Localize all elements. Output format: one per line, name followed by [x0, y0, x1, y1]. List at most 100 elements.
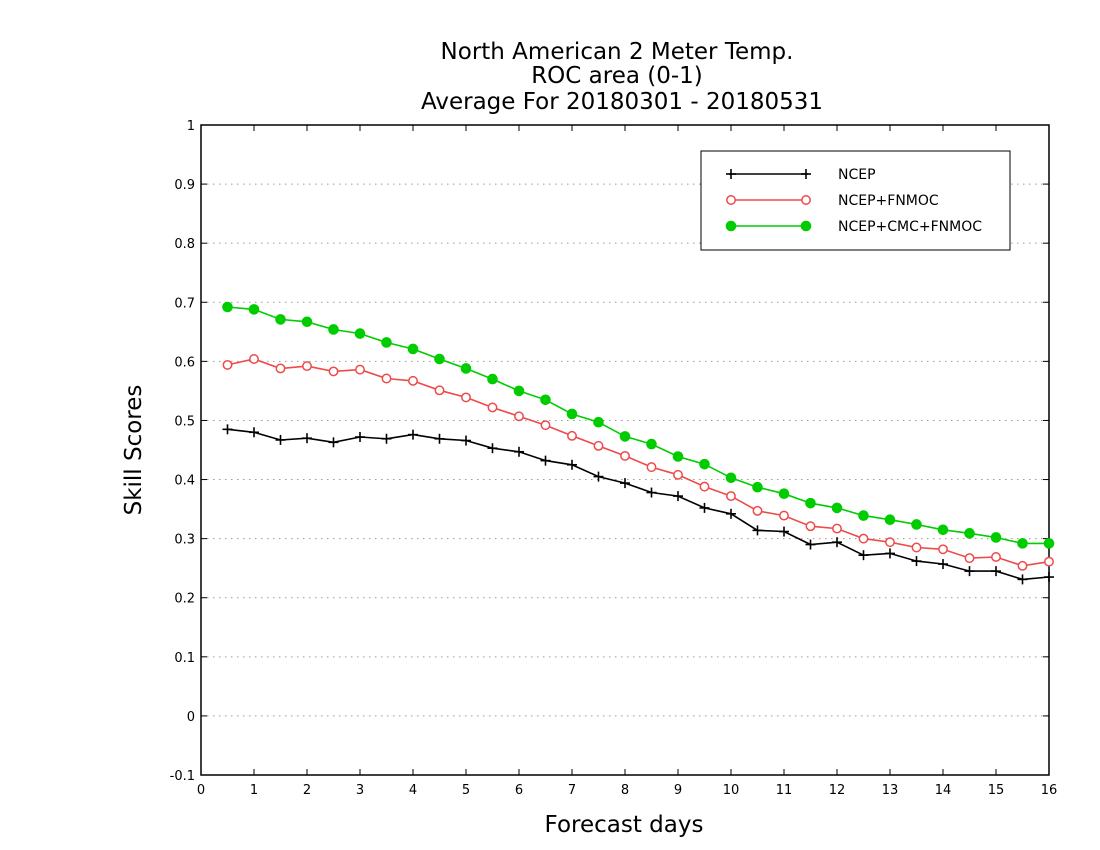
- data-point-ncep-fnmoc: [911, 542, 922, 553]
- x-tick-label: 6: [515, 783, 523, 798]
- y-tick-label: 0.3: [174, 533, 195, 548]
- data-point-ncep-fnmoc: [752, 505, 763, 516]
- data-point-ncep-cmc-fnmoc: [990, 532, 1002, 543]
- x-tick-label: 12: [829, 783, 846, 798]
- data-point-ncep: [593, 471, 604, 482]
- data-point-ncep-cmc-fnmoc: [301, 316, 313, 328]
- data-point-ncep: [1044, 572, 1054, 583]
- chart-title-line-3: Average For 20180301 - 20180531: [421, 89, 823, 115]
- y-tick-label: 0: [187, 710, 195, 725]
- data-point-ncep: [514, 446, 524, 457]
- data-point-ncep: [752, 525, 763, 536]
- data-point-ncep: [673, 491, 683, 502]
- data-point-ncep: [805, 539, 816, 550]
- legend-marker-end-ncep-cmc-fnmoc: [800, 220, 812, 232]
- data-point-ncep-cmc-fnmoc: [937, 524, 949, 536]
- data-point-ncep-cmc-fnmoc: [752, 481, 763, 493]
- series-line-ncep: [227, 428, 1050, 581]
- data-point-ncep-fnmoc: [991, 552, 1001, 562]
- data-point-ncep-fnmoc: [805, 521, 816, 532]
- legend-entry-ncep-fnmoc: NCEP+FNMOC: [726, 193, 939, 209]
- data-point-ncep-fnmoc: [1044, 556, 1054, 567]
- data-point-ncep: [699, 502, 710, 513]
- data-point-ncep-cmc-fnmoc: [248, 304, 260, 315]
- data-point-ncep: [991, 566, 1001, 577]
- data-point-ncep-cmc-fnmoc: [778, 488, 790, 500]
- data-point-ncep-fnmoc: [1017, 560, 1028, 571]
- x-tick-label: 16: [1041, 783, 1058, 798]
- y-tick-label: -0.1: [170, 769, 195, 784]
- data-point-ncep-fnmoc: [434, 385, 445, 396]
- data-point-ncep-cmc-fnmoc: [619, 431, 631, 442]
- data-point-ncep-fnmoc: [593, 440, 604, 451]
- x-tick-label: 0: [197, 783, 205, 798]
- gridlines: [201, 183, 1049, 717]
- data-point-ncep-fnmoc: [540, 420, 551, 431]
- data-point-ncep-cmc-fnmoc: [275, 314, 286, 325]
- legend-label-ncep-fnmoc: NCEP+FNMOC: [838, 193, 939, 209]
- data-point-ncep-fnmoc: [514, 411, 524, 422]
- legend-marker-start-ncep-fnmoc: [726, 195, 736, 205]
- data-point-ncep-cmc-fnmoc: [540, 394, 551, 406]
- data-point-ncep-fnmoc: [328, 366, 339, 377]
- y-tick-label: 0.6: [174, 355, 195, 370]
- x-tick-label: 5: [462, 783, 470, 798]
- data-point-ncep: [275, 434, 286, 445]
- y-tick-label: 0.9: [174, 178, 195, 193]
- data-point-ncep: [487, 443, 498, 454]
- data-point-ncep-cmc-fnmoc: [699, 458, 710, 470]
- data-point-ncep-cmc-fnmoc: [964, 528, 975, 539]
- series-line-ncep-fnmoc: [227, 358, 1050, 567]
- legend-entry-ncep-cmc-fnmoc: NCEP+CMC+FNMOC: [725, 219, 982, 235]
- data-point-ncep: [938, 559, 948, 570]
- data-point-ncep: [1017, 574, 1028, 585]
- data-point-ncep-fnmoc: [832, 523, 842, 534]
- data-point-ncep-fnmoc: [487, 402, 498, 413]
- x-tick-label: 3: [356, 783, 364, 798]
- series-line-ncep-cmc-fnmoc: [227, 306, 1049, 545]
- data-point-ncep: [302, 433, 312, 444]
- data-point-ncep: [779, 526, 789, 537]
- data-point-ncep: [726, 508, 736, 519]
- data-point-ncep-fnmoc: [726, 491, 736, 502]
- data-point-ncep-fnmoc: [699, 481, 710, 492]
- axes: -0.100.10.20.30.40.50.60.70.80.910 1 2 3 4 5 6…: [170, 119, 1058, 798]
- data-point-ncep-cmc-fnmoc: [858, 510, 869, 521]
- data-point-ncep-cmc-fnmoc: [831, 502, 843, 514]
- data-point-ncep: [646, 487, 657, 498]
- legend: NCEP NCEP+FNMOC NCEP+CMC+FNMOC: [700, 150, 1011, 251]
- data-point-ncep-fnmoc: [938, 544, 948, 555]
- data-point-ncep-fnmoc: [646, 462, 657, 473]
- data-point-ncep: [355, 432, 365, 442]
- x-axis-label: Forecast days: [545, 812, 704, 838]
- data-point-ncep-fnmoc: [673, 469, 683, 480]
- data-point-ncep: [249, 427, 259, 438]
- data-point-ncep-cmc-fnmoc: [407, 343, 419, 355]
- data-point-ncep-cmc-fnmoc: [381, 337, 392, 348]
- data-point-ncep: [964, 566, 975, 577]
- data-point-ncep-cmc-fnmoc: [593, 416, 604, 428]
- data-point-ncep: [328, 437, 339, 448]
- data-point-ncep: [540, 455, 551, 466]
- data-point-ncep-cmc-fnmoc: [1043, 538, 1055, 549]
- data-point-ncep: [885, 548, 895, 559]
- data-point-ncep-cmc-fnmoc: [434, 353, 445, 365]
- data-point-ncep-cmc-fnmoc: [884, 514, 896, 526]
- data-point-ncep-fnmoc: [355, 364, 365, 375]
- x-tick-label: 7: [568, 783, 576, 798]
- data-point-ncep: [222, 424, 233, 435]
- x-tick-label: 9: [674, 783, 682, 798]
- chart-title-line-2: ROC area (0-1): [531, 63, 703, 89]
- data-point-ncep-cmc-fnmoc: [460, 363, 472, 374]
- data-point-ncep-cmc-fnmoc: [328, 324, 339, 335]
- legend-marker-start-ncep: [726, 169, 736, 179]
- series-ncep: [222, 424, 1054, 585]
- data-point-ncep-cmc-fnmoc: [805, 497, 816, 509]
- x-tick-label: 14: [935, 783, 952, 798]
- data-point-ncep-cmc-fnmoc: [911, 519, 922, 530]
- data-point-ncep-fnmoc: [461, 392, 471, 403]
- x-tick-label: 4: [409, 783, 417, 798]
- y-tick-label: 0.4: [174, 474, 195, 489]
- data-point-ncep: [381, 433, 392, 444]
